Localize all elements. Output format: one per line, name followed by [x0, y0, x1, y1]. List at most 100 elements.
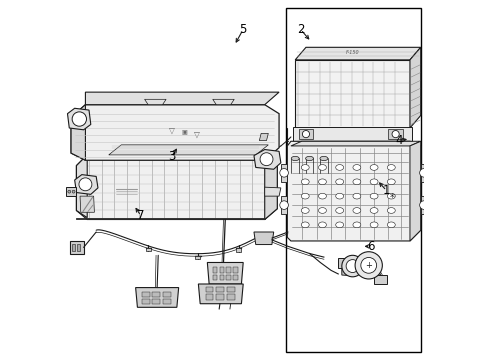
Polygon shape [207, 262, 243, 284]
Circle shape [280, 168, 289, 177]
Text: 4: 4 [395, 134, 403, 147]
Polygon shape [76, 218, 265, 220]
Bar [146, 248, 151, 251]
Ellipse shape [353, 193, 361, 199]
Polygon shape [265, 187, 281, 196]
Ellipse shape [336, 179, 343, 185]
Circle shape [419, 201, 428, 210]
Text: 7: 7 [137, 210, 145, 222]
Ellipse shape [370, 208, 378, 213]
Polygon shape [71, 105, 279, 160]
Circle shape [260, 153, 273, 166]
Ellipse shape [353, 165, 361, 170]
Polygon shape [85, 92, 279, 105]
Text: ▽: ▽ [194, 130, 199, 139]
Ellipse shape [353, 222, 361, 228]
Ellipse shape [318, 193, 326, 199]
Text: 3: 3 [168, 150, 175, 163]
Ellipse shape [388, 179, 395, 185]
Bar [152, 292, 160, 297]
Polygon shape [421, 164, 427, 182]
Polygon shape [287, 141, 421, 241]
Ellipse shape [370, 222, 378, 228]
Polygon shape [66, 187, 76, 196]
Bar [286, 8, 421, 352]
Polygon shape [295, 60, 410, 128]
Polygon shape [338, 258, 349, 268]
Bar [163, 292, 171, 297]
Bar [72, 244, 75, 251]
Polygon shape [410, 47, 421, 128]
Ellipse shape [388, 165, 395, 170]
Text: ▽: ▽ [169, 126, 174, 135]
Polygon shape [68, 108, 91, 130]
Bar [152, 299, 160, 304]
Bar [142, 292, 149, 297]
Ellipse shape [353, 208, 361, 213]
Polygon shape [70, 241, 84, 253]
Ellipse shape [301, 208, 309, 213]
Ellipse shape [336, 222, 343, 228]
Polygon shape [213, 99, 234, 105]
Polygon shape [291, 141, 421, 146]
Bar [216, 287, 224, 292]
Text: 5: 5 [240, 23, 247, 36]
Circle shape [342, 255, 364, 277]
Polygon shape [76, 155, 277, 220]
Polygon shape [254, 149, 281, 169]
Text: +: + [365, 261, 372, 270]
Bar [142, 299, 149, 304]
Bar [227, 287, 235, 292]
Bar [220, 267, 224, 273]
Ellipse shape [318, 208, 326, 213]
Ellipse shape [320, 156, 328, 161]
Polygon shape [294, 127, 412, 140]
Bar [220, 275, 224, 280]
Polygon shape [281, 196, 287, 214]
Bar [205, 294, 214, 300]
Polygon shape [265, 155, 277, 220]
Ellipse shape [291, 156, 299, 161]
Polygon shape [281, 164, 287, 182]
Circle shape [280, 201, 289, 210]
Ellipse shape [336, 208, 343, 213]
Circle shape [72, 190, 75, 193]
Ellipse shape [353, 179, 361, 185]
Polygon shape [295, 47, 421, 60]
Bar [236, 248, 241, 252]
Ellipse shape [336, 193, 343, 199]
Polygon shape [374, 275, 387, 284]
Ellipse shape [318, 165, 326, 170]
Bar [227, 294, 235, 300]
Bar [226, 267, 231, 273]
Bar [205, 287, 214, 292]
Text: 1: 1 [383, 184, 391, 197]
Ellipse shape [388, 222, 395, 228]
Circle shape [302, 131, 310, 138]
Text: F-150: F-150 [346, 50, 359, 55]
Circle shape [68, 190, 71, 193]
Bar [77, 244, 80, 251]
Ellipse shape [388, 208, 395, 213]
Polygon shape [410, 141, 421, 241]
Circle shape [72, 112, 87, 126]
Circle shape [355, 252, 382, 279]
Ellipse shape [318, 222, 326, 228]
Ellipse shape [306, 156, 314, 161]
Text: *: * [390, 193, 394, 203]
Ellipse shape [301, 165, 309, 170]
Polygon shape [80, 196, 95, 212]
Bar [299, 129, 313, 139]
Bar [233, 267, 238, 273]
Bar [233, 275, 238, 280]
Circle shape [361, 257, 377, 273]
Polygon shape [109, 145, 269, 155]
Polygon shape [254, 232, 274, 244]
Ellipse shape [318, 179, 326, 185]
Polygon shape [74, 175, 98, 194]
Bar [389, 129, 403, 139]
Ellipse shape [301, 193, 309, 199]
Text: 6: 6 [367, 240, 374, 253]
Bar [226, 275, 231, 280]
Ellipse shape [301, 222, 309, 228]
